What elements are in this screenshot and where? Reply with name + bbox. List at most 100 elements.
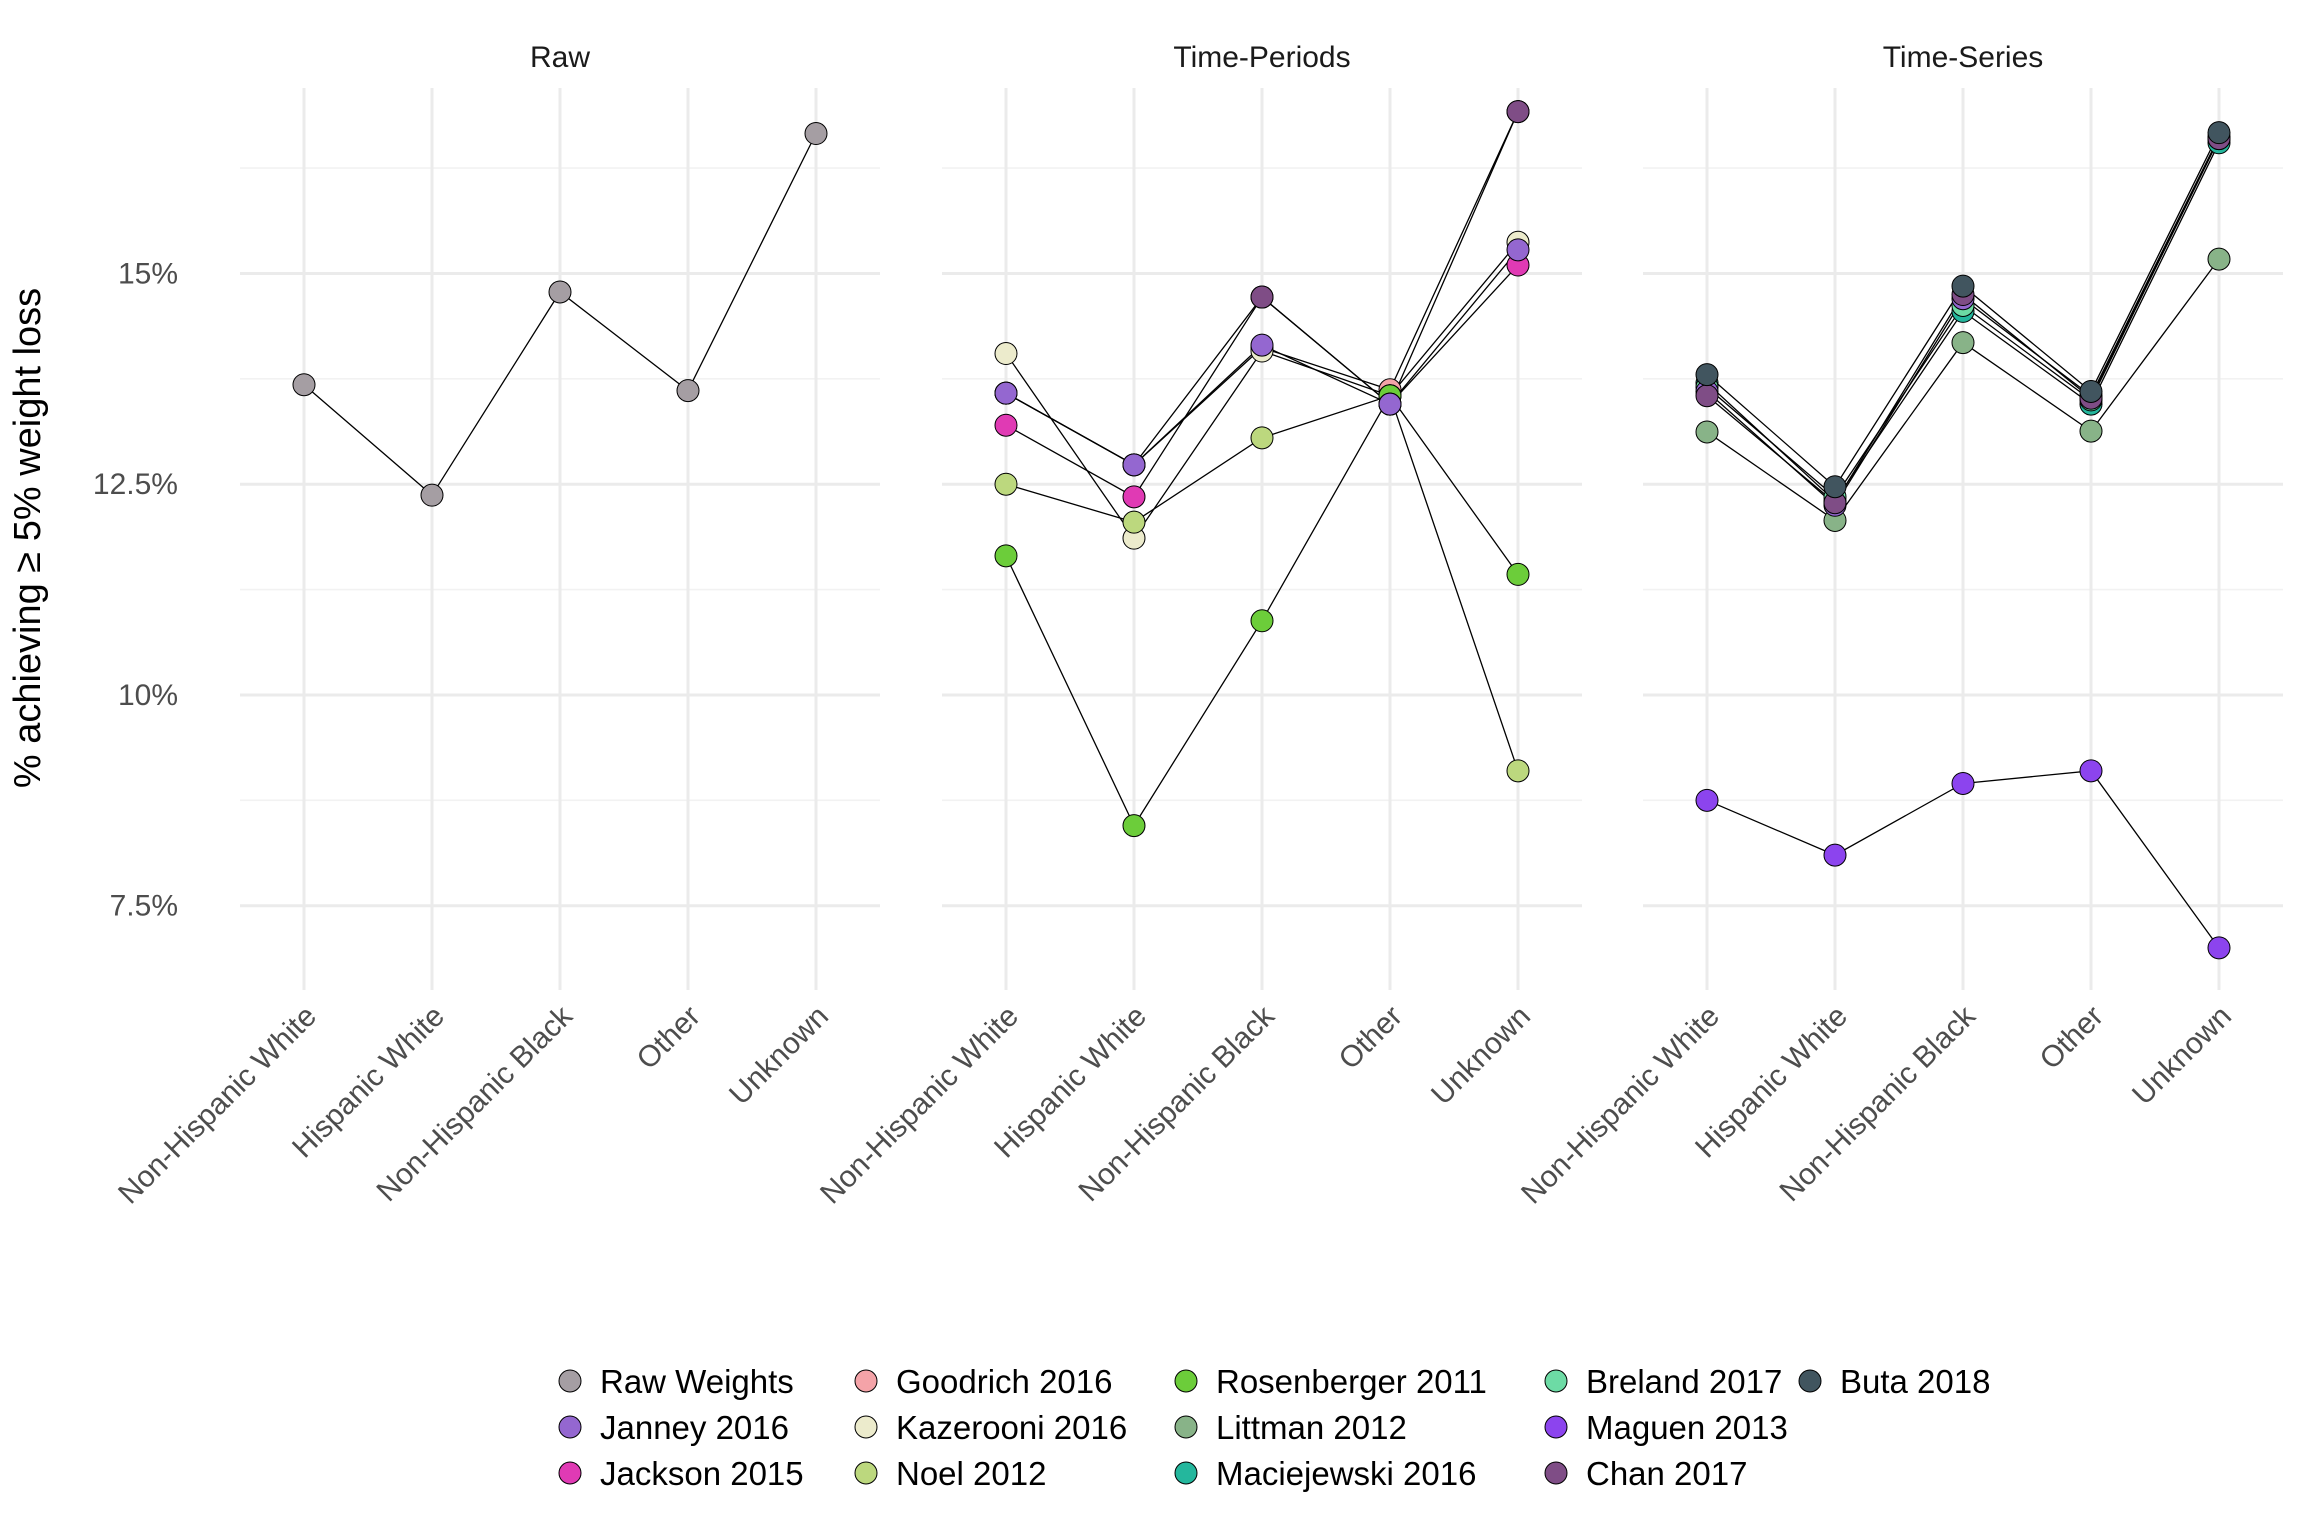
data-point-noel-2012 xyxy=(1250,426,1274,450)
legend-item-littman-2012: Littman 2012 xyxy=(1174,1409,1407,1446)
data-point-raw-weights xyxy=(804,122,828,146)
data-point-chan-2017 xyxy=(1695,384,1719,408)
data-point-janney-2016 xyxy=(1122,453,1146,477)
data-point-littman-2012 xyxy=(1695,420,1719,444)
legend: Raw Weights Janney 2016 Jackson 2015 Goodri… xyxy=(558,1363,1990,1492)
data-point-chan-2017 xyxy=(1506,100,1530,124)
panel-title: Time-Series xyxy=(1883,41,2044,74)
legend-label: Raw Weights xyxy=(600,1363,794,1400)
data-point-littman-2012 xyxy=(2207,247,2231,271)
data-point-buta-2018 xyxy=(2079,379,2103,403)
legend-label: Littman 2012 xyxy=(1216,1409,1407,1446)
data-point-rosenberger-2011 xyxy=(994,544,1018,568)
legend-label: Goodrich 2016 xyxy=(896,1363,1112,1400)
legend-label: Buta 2018 xyxy=(1840,1363,1990,1400)
legend-item-noel-2012: Noel 2012 xyxy=(854,1455,1046,1492)
legend-item-breland-2017: Breland 2017 xyxy=(1544,1363,1782,1400)
legend-label: Jackson 2015 xyxy=(600,1455,804,1492)
x-tick-label: Non-Hispanic White xyxy=(112,1000,323,1211)
legend-key xyxy=(558,1415,582,1439)
legend-key xyxy=(1544,1415,1568,1439)
legend-key xyxy=(1544,1369,1568,1393)
legend-label: Rosenberger 2011 xyxy=(1216,1363,1487,1400)
legend-key xyxy=(854,1415,878,1439)
data-point-janney-2016 xyxy=(1250,333,1274,357)
legend-item-buta-2018: Buta 2018 xyxy=(1798,1363,1990,1400)
panel-title: Time-Periods xyxy=(1173,41,1350,74)
legend-label: Kazerooni 2016 xyxy=(896,1409,1127,1446)
data-point-maguen-2013 xyxy=(2207,936,2231,960)
panel-title: Raw xyxy=(530,41,590,74)
legend-label: Maguen 2013 xyxy=(1586,1409,1788,1446)
data-point-janney-2016 xyxy=(994,381,1018,405)
data-point-raw-weights xyxy=(420,483,444,507)
legend-item-jackson-2015: Jackson 2015 xyxy=(558,1455,804,1492)
x-tick-label: Unknown xyxy=(723,1000,835,1112)
data-point-maguen-2013 xyxy=(1695,788,1719,812)
legend-key xyxy=(558,1369,582,1393)
data-point-noel-2012 xyxy=(1122,510,1146,534)
data-point-rosenberger-2011 xyxy=(1250,609,1274,633)
legend-key xyxy=(558,1461,582,1485)
data-point-jackson-2015 xyxy=(994,413,1018,437)
legend-item-goodrich-2016: Goodrich 2016 xyxy=(854,1363,1112,1400)
data-point-noel-2012 xyxy=(994,472,1018,496)
data-point-littman-2012 xyxy=(1951,331,1975,355)
data-point-raw-weights xyxy=(676,379,700,403)
data-point-buta-2018 xyxy=(1695,363,1719,387)
data-point-littman-2012 xyxy=(2079,419,2103,443)
x-tick-label: Non-Hispanic White xyxy=(1515,1000,1726,1211)
data-point-buta-2018 xyxy=(1951,274,1975,298)
data-point-rosenberger-2011 xyxy=(1122,814,1146,838)
legend-item-rosenberger-2011: Rosenberger 2011 xyxy=(1174,1363,1487,1400)
legend-item-kazerooni-2016: Kazerooni 2016 xyxy=(854,1409,1127,1446)
legend-key xyxy=(1174,1415,1198,1439)
data-point-janney-2016 xyxy=(1378,392,1402,416)
data-point-jackson-2015 xyxy=(1122,485,1146,509)
x-tick-label: Unknown xyxy=(1425,1000,1537,1112)
data-point-noel-2012 xyxy=(1506,759,1530,783)
x-tick-label: Other xyxy=(631,1000,707,1076)
legend-key xyxy=(1174,1461,1198,1485)
legend-key xyxy=(854,1369,878,1393)
legend-item-raw-weights: Raw Weights xyxy=(558,1363,794,1400)
data-point-raw-weights xyxy=(548,280,572,304)
x-tick-label: Other xyxy=(1333,1000,1409,1076)
y-tick-label: 10% xyxy=(118,679,178,712)
data-point-chan-2017 xyxy=(1250,285,1274,309)
data-point-maguen-2013 xyxy=(1951,771,1975,795)
data-point-rosenberger-2011 xyxy=(1506,562,1530,586)
legend-item-maciejewski-2016: Maciejewski 2016 xyxy=(1174,1455,1476,1492)
legend-item-janney-2016: Janney 2016 xyxy=(558,1409,789,1446)
data-point-raw-weights xyxy=(292,373,316,397)
x-tick-label: Unknown xyxy=(2126,1000,2238,1112)
x-tick-label: Non-Hispanic White xyxy=(814,1000,1025,1211)
legend-item-chan-2017: Chan 2017 xyxy=(1544,1455,1747,1492)
legend-label: Maciejewski 2016 xyxy=(1216,1455,1476,1492)
legend-key xyxy=(1544,1461,1568,1485)
x-tick-label: Other xyxy=(2034,1000,2110,1076)
y-tick-label: 12.5% xyxy=(93,468,178,501)
data-point-buta-2018 xyxy=(2207,121,2231,145)
legend-label: Chan 2017 xyxy=(1586,1455,1747,1492)
legend-key xyxy=(854,1461,878,1485)
data-point-kazerooni-2016 xyxy=(994,342,1018,366)
data-point-maguen-2013 xyxy=(2079,759,2103,783)
y-tick-label: 15% xyxy=(118,257,178,290)
y-tick-label: 7.5% xyxy=(110,890,178,923)
legend-label: Janney 2016 xyxy=(600,1409,789,1446)
legend-label: Noel 2012 xyxy=(896,1455,1046,1492)
legend-item-maguen-2013: Maguen 2013 xyxy=(1544,1409,1788,1446)
legend-key xyxy=(1174,1369,1198,1393)
data-point-janney-2016 xyxy=(1506,238,1530,262)
legend-label: Breland 2017 xyxy=(1586,1363,1782,1400)
y-axis-label: % achieving ≥ 5% weight loss xyxy=(7,288,49,788)
data-point-buta-2018 xyxy=(1823,475,1847,499)
data-point-maguen-2013 xyxy=(1823,843,1847,867)
legend-key xyxy=(1798,1369,1822,1393)
